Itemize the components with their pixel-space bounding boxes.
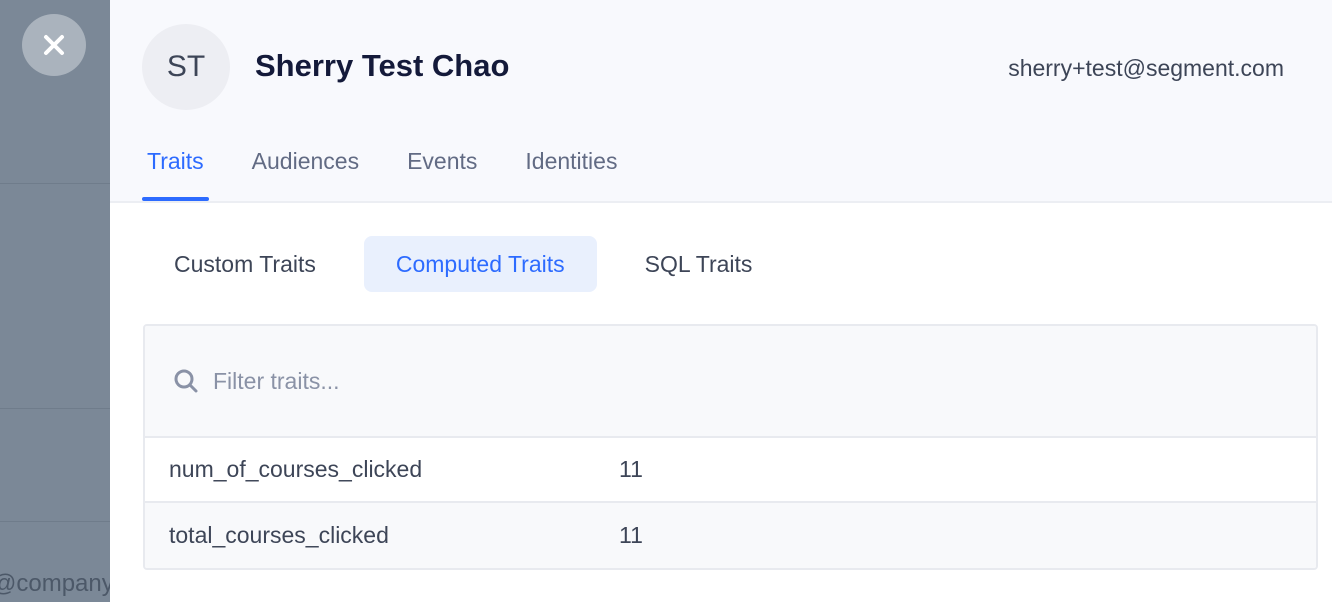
tab-identities[interactable]: Identities bbox=[525, 148, 618, 174]
page-backdrop[interactable]: @company. bbox=[0, 0, 110, 602]
profile-tabs: Traits Audiences Events Identities bbox=[142, 148, 660, 201]
filter-bar bbox=[145, 326, 1316, 438]
table-row: num_of_courses_clicked 11 bbox=[145, 438, 1316, 503]
subtab-custom-traits[interactable]: Custom Traits bbox=[174, 250, 316, 277]
trait-key: num_of_courses_clicked bbox=[169, 456, 423, 482]
profile-email: sherry+test@segment.com bbox=[1008, 55, 1284, 81]
tab-audiences[interactable]: Audiences bbox=[251, 148, 360, 174]
trait-type-tabs: Custom Traits Computed Traits SQL Traits bbox=[110, 236, 800, 292]
divider bbox=[0, 183, 110, 184]
trait-key: total_courses_clicked bbox=[169, 522, 389, 548]
divider bbox=[0, 408, 110, 409]
avatar: ST bbox=[142, 24, 230, 110]
table-row: total_courses_clicked 11 bbox=[145, 503, 1316, 568]
close-button[interactable] bbox=[22, 14, 86, 76]
tab-traits[interactable]: Traits bbox=[142, 148, 209, 201]
search-icon bbox=[174, 369, 198, 393]
background-text: @company. bbox=[0, 570, 110, 597]
trait-value: 11 bbox=[619, 456, 643, 482]
trait-value: 11 bbox=[619, 522, 643, 548]
divider bbox=[0, 521, 110, 522]
profile-header: ST Sherry Test Chao sherry+test@segment.… bbox=[110, 0, 1332, 203]
filter-traits-input[interactable] bbox=[213, 367, 813, 395]
subtab-computed-traits[interactable]: Computed Traits bbox=[363, 236, 597, 292]
close-icon bbox=[44, 35, 64, 55]
subtab-sql-traits[interactable]: SQL Traits bbox=[644, 250, 753, 277]
traits-table: num_of_courses_clicked 11 total_courses_… bbox=[143, 324, 1318, 570]
profile-name: Sherry Test Chao bbox=[255, 48, 510, 83]
tab-events[interactable]: Events bbox=[407, 148, 478, 174]
